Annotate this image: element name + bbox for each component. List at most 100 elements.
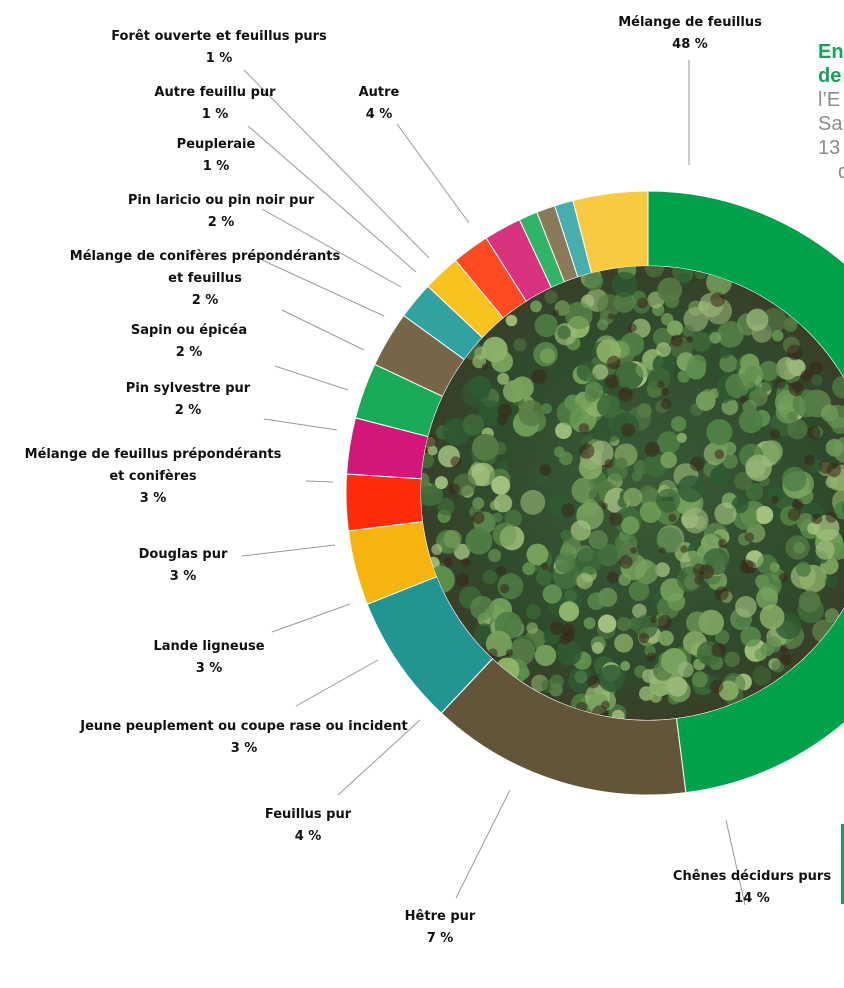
canopy-shadow — [804, 454, 816, 466]
tree-crown — [421, 472, 430, 489]
tree-crown — [745, 483, 764, 501]
tree-crown — [513, 338, 527, 352]
tree-crown — [565, 301, 593, 330]
tree-crown — [758, 360, 779, 381]
canopy-shadow — [540, 562, 549, 570]
canopy-shadow — [779, 644, 788, 653]
tree-crown — [825, 438, 844, 457]
canopy-shadow — [609, 512, 623, 526]
side-body-line-1: l’E — [818, 89, 841, 111]
tree-crown — [725, 373, 750, 399]
tree-crown — [724, 651, 740, 667]
tree-crown — [582, 499, 599, 517]
canopy-shadow — [638, 632, 650, 644]
tree-crown — [682, 325, 695, 338]
canopy-shadow — [657, 614, 673, 630]
label-name: Mélange de feuillus prépondérants et coni… — [24, 447, 282, 484]
tree-crown — [706, 419, 733, 445]
tree-crown — [811, 374, 823, 386]
label-pin-sylvestre-pur: Pin sylvestre pur 2 % — [126, 378, 250, 422]
canopy-shadow — [604, 374, 620, 389]
canopy-shadow — [531, 369, 547, 384]
tree-crown — [482, 569, 498, 585]
tree-crown — [631, 471, 642, 482]
tree-crown — [745, 454, 772, 482]
tree-crown — [788, 358, 806, 377]
tree-crown — [504, 509, 522, 528]
label-name: Mélange de conifères prépondérants et feu… — [69, 249, 341, 286]
tree-crown — [719, 346, 732, 359]
tree-crown — [719, 354, 738, 373]
tree-crown — [638, 485, 657, 504]
tree-crown — [631, 318, 651, 338]
label-percent: 3 % — [139, 491, 167, 506]
label-name: Mélange de feuillus — [618, 15, 762, 30]
tree-crown — [588, 530, 608, 550]
tree-crown — [756, 587, 778, 610]
connector-foret-ouverte-et-feuillus-purs — [243, 69, 430, 259]
tree-crown — [682, 507, 709, 534]
tree-crown — [660, 451, 677, 469]
label-name: Pin laricio ou pin noir pur — [127, 193, 315, 208]
connector-pin-sylvestre-pur — [263, 418, 338, 431]
tree-crown — [570, 520, 591, 541]
canopy-shadow — [450, 456, 462, 468]
canopy-shadow — [621, 423, 635, 437]
canopy-shadow — [481, 363, 489, 371]
canopy-shadow — [561, 503, 575, 518]
tree-crown — [526, 543, 549, 566]
tree-crown — [632, 603, 647, 619]
tree-crown — [746, 308, 769, 331]
label-name: Lande ligneuse — [153, 639, 265, 654]
tree-crown — [557, 325, 571, 340]
label-connector-lines — [241, 60, 746, 906]
tree-crown — [649, 690, 662, 703]
tree-crown — [738, 408, 764, 434]
tree-crown — [541, 403, 552, 414]
side-body-line-4: d — [838, 161, 844, 183]
tree-crown — [616, 617, 631, 632]
canopy-shadow — [657, 380, 665, 388]
label-name: Jeune peuplement ou coupe rase ou incide… — [80, 719, 408, 734]
tree-crown — [544, 290, 558, 304]
label-melange-de-coniferes-preponderants-et-feuillus: Mélange de conifères prépondérants et feu… — [70, 246, 340, 312]
canopy-shadow — [714, 586, 729, 601]
canopy-shadow — [650, 616, 657, 624]
tree-crown — [824, 575, 838, 589]
label-name: Pin sylvestre pur — [125, 381, 251, 396]
tree-crown — [421, 485, 439, 507]
tree-crown — [667, 676, 688, 697]
tree-crown — [491, 475, 511, 495]
tree-crown — [434, 476, 448, 490]
tree-crown — [771, 660, 785, 673]
canopy-shadow — [659, 547, 666, 554]
canopy-shadow — [618, 387, 633, 402]
canopy-shadow — [607, 313, 615, 320]
tree-crown — [623, 487, 643, 507]
tree-crown — [427, 445, 438, 456]
canopy-shadow — [496, 414, 508, 426]
canopy-shadow — [606, 355, 621, 370]
tree-crown — [493, 494, 513, 513]
tree-crown — [482, 336, 508, 363]
label-name: Peupleraie — [176, 137, 256, 152]
canopy-shadow — [601, 502, 608, 510]
label-name: Sapin ou épicéa — [130, 323, 248, 338]
canopy-shadow — [680, 545, 688, 553]
canopy-shadow — [578, 423, 590, 434]
canopy-shadow — [786, 344, 803, 361]
tree-crown — [677, 475, 705, 503]
connector-jeune-peuplement-ou-coupe-rase-ou-incident — [295, 659, 379, 707]
tree-crown — [644, 266, 665, 278]
label-douglas-pur: Douglas pur 3 % — [139, 544, 228, 588]
tree-crown — [576, 572, 593, 590]
connector-feuillus-pur — [337, 719, 421, 796]
tree-crown — [556, 400, 583, 426]
canopy-shadow — [661, 387, 669, 396]
connector-melange-de-feuillus-preponderants-et-coniferes — [305, 480, 334, 483]
connector-lande-ligneuse — [271, 603, 351, 633]
tree-crown — [597, 319, 609, 331]
label-lande-ligneuse: Lande ligneuse 3 % — [153, 636, 264, 680]
tree-crown — [612, 271, 638, 298]
